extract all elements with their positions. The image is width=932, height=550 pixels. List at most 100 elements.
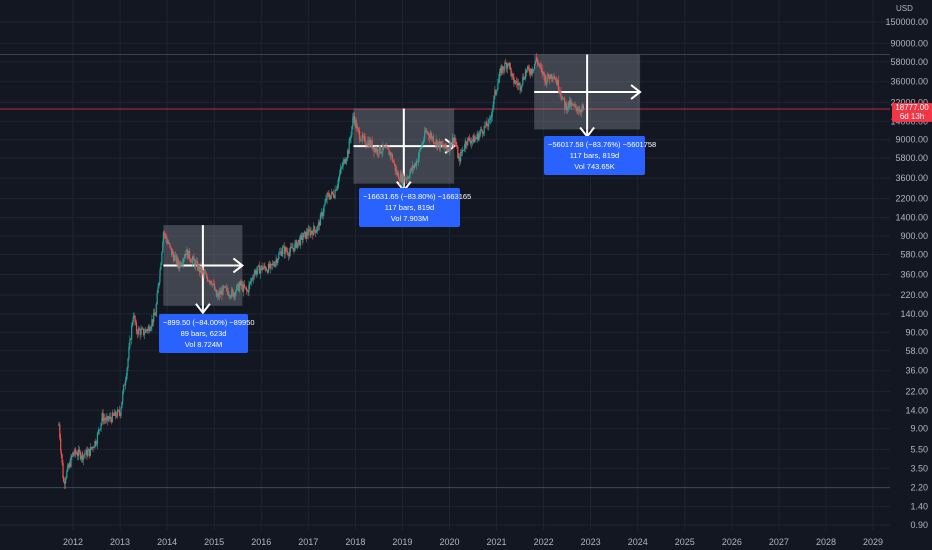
candle-body (433, 142, 435, 144)
candle-body (280, 251, 282, 253)
candle-body (104, 418, 106, 420)
candle-body (446, 148, 448, 152)
candle-body (153, 312, 155, 323)
candle-body (443, 146, 445, 148)
candle-body (544, 75, 546, 82)
candle-body (82, 455, 84, 460)
candle-body (236, 285, 238, 292)
candle-body (486, 121, 488, 126)
candle-body (563, 98, 565, 99)
candle-body (571, 102, 573, 104)
candle-body (274, 262, 276, 267)
candle-body (572, 103, 574, 106)
candle-body (101, 418, 103, 424)
candle-body (382, 144, 384, 152)
candle-body (145, 329, 147, 331)
candle-body (177, 258, 179, 265)
candle-body (242, 284, 244, 292)
candle-body (252, 277, 255, 279)
candle-body (562, 98, 564, 100)
candle-body (438, 141, 441, 149)
measure-change: −16631.65 (−83.80%) −1663165 (363, 192, 472, 201)
candle-body (346, 158, 348, 162)
candle-body (512, 73, 514, 77)
candle-body (466, 144, 468, 145)
candle-body (270, 263, 272, 265)
candle-body (238, 285, 240, 291)
candle-body (266, 270, 269, 273)
candle-body (204, 273, 206, 274)
candle-body (62, 478, 65, 482)
candle-body (505, 62, 507, 64)
candle-body (520, 87, 522, 90)
candle-body (488, 119, 490, 127)
candle-body (73, 453, 75, 455)
candle-body (173, 254, 175, 261)
candle-body (181, 263, 184, 264)
candle-body (363, 136, 365, 138)
candle-body (540, 67, 542, 69)
candle-body (334, 189, 336, 199)
candle-body (545, 76, 547, 85)
candle-body (541, 67, 543, 74)
candle-body (351, 126, 353, 136)
candle-body (353, 115, 355, 124)
candle-body (339, 173, 341, 178)
candle-body (500, 68, 502, 74)
candle-body (208, 280, 210, 283)
candle-body (339, 168, 342, 174)
candle-body (570, 102, 572, 107)
candle-body (123, 384, 126, 386)
candle-body (222, 286, 225, 288)
candle-body (209, 280, 211, 283)
x-tick-label: 2020 (439, 537, 459, 547)
candle-body (140, 329, 142, 335)
candle-body (482, 133, 484, 134)
candle-body (231, 289, 233, 297)
candle-body (387, 148, 389, 150)
candle-body (499, 71, 501, 79)
x-tick-label: 2018 (345, 537, 365, 547)
candle-body (122, 392, 124, 402)
candle-body (162, 242, 164, 253)
candle-body (475, 138, 477, 139)
candle-body (369, 139, 371, 146)
candle-body (116, 415, 118, 417)
candle-body (174, 255, 177, 256)
candle-body (60, 450, 62, 455)
candle-body (95, 444, 98, 445)
candle-body (107, 416, 109, 421)
measure-v-arrowhead (195, 303, 211, 315)
candle-body (581, 108, 583, 113)
candle-body (288, 251, 291, 257)
candle-body (225, 287, 227, 289)
candle-body (419, 148, 421, 151)
candle-body (451, 143, 453, 148)
candle-body (196, 261, 198, 263)
candle-body (555, 79, 557, 81)
candle-body (332, 193, 335, 197)
candle-body (269, 263, 271, 269)
candle-body (213, 283, 215, 285)
candle-body (318, 221, 321, 226)
candle-body (281, 247, 284, 252)
candle-body (195, 261, 197, 267)
candle-body (117, 409, 120, 411)
candle-body (331, 191, 333, 196)
candle-body (358, 128, 360, 131)
y-tick-label: 5.50 (910, 444, 928, 454)
candle-body (179, 262, 181, 269)
candle-body (417, 156, 419, 163)
candle-body (420, 147, 422, 149)
candle-body (87, 451, 89, 457)
candle-body (251, 278, 254, 280)
candle-body (307, 229, 309, 236)
candle-body (446, 148, 448, 149)
candle-body (158, 282, 160, 287)
candle-body (199, 266, 201, 272)
candle-body (121, 401, 123, 409)
measure-bars: 89 bars, 623d (180, 329, 227, 338)
candle-body (548, 77, 551, 80)
candle-body (519, 83, 521, 90)
